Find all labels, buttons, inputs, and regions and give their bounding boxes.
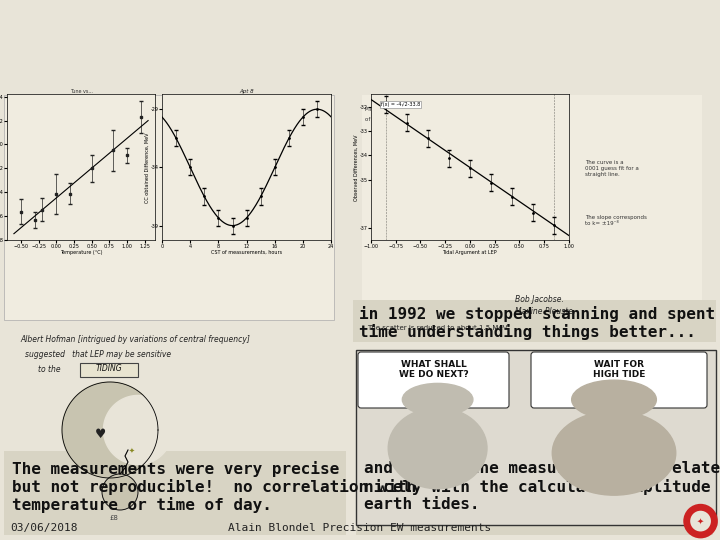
Text: £8: £8 xyxy=(110,515,119,521)
Circle shape xyxy=(102,474,138,510)
Text: WHAT SHALL
WE DO NEXT?: WHAT SHALL WE DO NEXT? xyxy=(399,360,469,380)
Text: ♥: ♥ xyxy=(95,429,107,442)
Text: ✦: ✦ xyxy=(697,517,704,525)
Text: Maxine Pleuste.: Maxine Pleuste. xyxy=(515,307,575,316)
Bar xyxy=(356,350,716,525)
Bar xyxy=(356,451,713,535)
Text: of the calculated tides:: of the calculated tides: xyxy=(365,117,428,122)
Circle shape xyxy=(683,504,718,538)
X-axis label: CST of measurements, hours: CST of measurements, hours xyxy=(211,250,282,255)
Text: WAIT FOR
HIGH TIDE: WAIT FOR HIGH TIDE xyxy=(593,360,645,380)
Y-axis label: Observed Differences, MeV: Observed Differences, MeV xyxy=(354,134,359,201)
Circle shape xyxy=(572,380,657,419)
Text: f(x) = -4√2-33.8: f(x) = -4√2-33.8 xyxy=(381,102,420,107)
Y-axis label: CC obtained Difference, MeV: CC obtained Difference, MeV xyxy=(145,132,150,202)
Text: to the: to the xyxy=(38,365,60,374)
Bar xyxy=(362,95,702,325)
FancyBboxPatch shape xyxy=(531,352,707,408)
Text: Albert Hofman [intrigued by variations of central frequency]: Albert Hofman [intrigued by variations o… xyxy=(20,335,250,344)
FancyBboxPatch shape xyxy=(358,352,509,408)
Text: Alain Blondel Precision EW measurements: Alain Blondel Precision EW measurements xyxy=(228,523,492,533)
Text: 03/06/2018: 03/06/2018 xyxy=(10,523,78,533)
Text: earth tides.: earth tides. xyxy=(364,497,480,511)
Text: but not reproducible!  no correlation with: but not reproducible! no correlation wit… xyxy=(12,479,416,495)
Bar xyxy=(353,300,716,342)
Text: The slope corresponds
to k= ±19⁻⁸: The slope corresponds to k= ±19⁻⁸ xyxy=(585,215,647,226)
Bar xyxy=(80,363,138,377)
Text: and indeed the measurements correlated: and indeed the measurements correlated xyxy=(364,461,720,476)
Text: ✦: ✦ xyxy=(129,448,135,454)
Text: Bob Jacobse.: Bob Jacobse. xyxy=(515,295,564,304)
Text: The scatter is reduced to about 1.5 MeV: The scatter is reduced to about 1.5 MeV xyxy=(367,325,508,331)
Polygon shape xyxy=(104,395,173,464)
Text: time understanding things better...: time understanding things better... xyxy=(359,324,696,340)
Bar xyxy=(4,95,334,320)
Text: 1981: 1981 xyxy=(495,103,565,131)
Text: The curve is a
0001 guess fit for a
straight line.: The curve is a 0001 guess fit for a stra… xyxy=(585,160,639,177)
Text: nicely with the calculated amplitude of the: nicely with the calculated amplitude of … xyxy=(364,479,720,495)
Bar xyxy=(4,451,346,535)
Text: The measurements were very precise: The measurements were very precise xyxy=(12,461,339,477)
Text: suggested   that LEP may be sensitive: suggested that LEP may be sensitive xyxy=(25,350,171,359)
Title: Apt 8: Apt 8 xyxy=(239,89,254,94)
Ellipse shape xyxy=(552,411,676,495)
Title: Tune vs...: Tune vs... xyxy=(70,89,92,94)
Text: TIDING: TIDING xyxy=(96,364,122,373)
Polygon shape xyxy=(62,382,158,478)
Circle shape xyxy=(402,383,473,416)
Text: temperature or time of day.: temperature or time of day. xyxy=(12,497,271,512)
Ellipse shape xyxy=(388,408,487,489)
Text: in 1992 we stopped scanning and spent some: in 1992 we stopped scanning and spent so… xyxy=(359,306,720,322)
X-axis label: Tidal Argument at LEP: Tidal Argument at LEP xyxy=(443,250,497,255)
Circle shape xyxy=(690,511,711,531)
X-axis label: Temperature (°C): Temperature (°C) xyxy=(60,250,102,255)
Text: Plotting the observations versus the trigonometric part: Plotting the observations versus the tri… xyxy=(365,107,517,112)
